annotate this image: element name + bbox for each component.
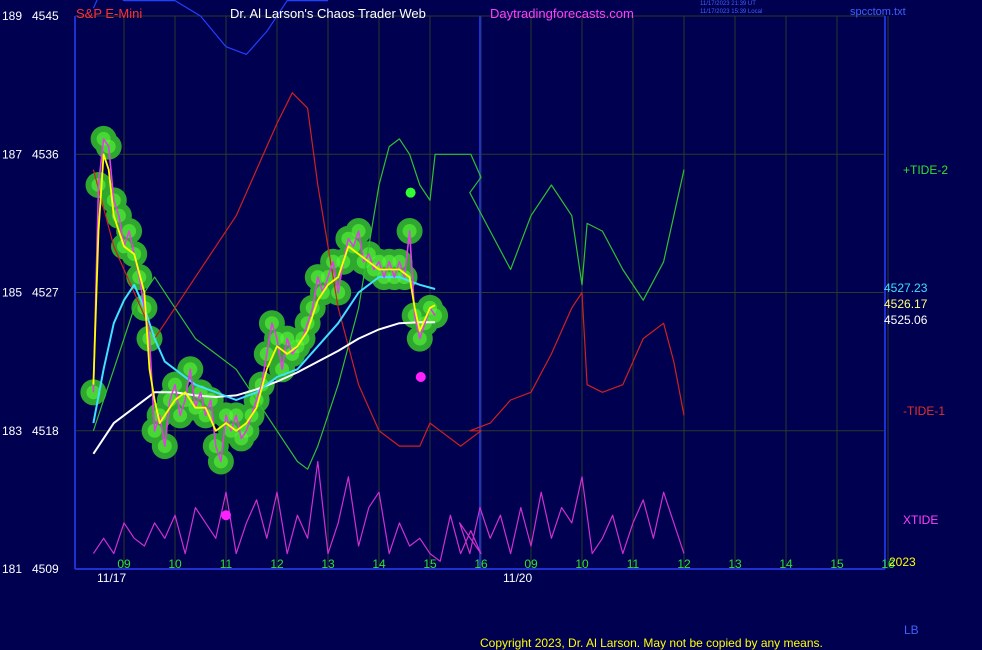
x-tick-day2: 16 <box>881 557 895 571</box>
x-tick-day1: 16 <box>474 557 488 571</box>
glow-core <box>428 308 443 323</box>
last-fast-value: 4526.17 <box>884 297 928 311</box>
date-label-day2: 11/20 <box>503 571 532 585</box>
glow-core <box>86 385 101 400</box>
grid <box>75 15 889 570</box>
copyright: Copyright 2023, Dr. Al Larson. May not b… <box>480 636 823 650</box>
y-tick-price: 4527 <box>32 286 59 300</box>
x-tick-day2: 09 <box>524 557 538 571</box>
price-glow <box>80 125 449 475</box>
date-label-day1: 11/17 <box>97 571 126 585</box>
x-tick-day1: 12 <box>270 557 284 571</box>
y-tick-count: 183 <box>2 424 22 438</box>
year-label: 2023 <box>889 555 916 569</box>
y-tick-count: 189 <box>2 9 22 23</box>
y-tick-count: 181 <box>2 562 22 576</box>
x-tick-day2: 15 <box>830 557 844 571</box>
magenta-dot <box>221 510 231 521</box>
series-lines <box>92 0 685 562</box>
y-tick-count: 187 <box>2 147 22 161</box>
y-tick-price: 4536 <box>32 147 59 161</box>
series-xtide <box>92 460 685 562</box>
x-tick-day2: 11 <box>627 557 640 571</box>
x-tick-day1: 14 <box>372 557 386 571</box>
axis-labels: 189 4545 187 4536 185 4527 183 4518 181 4509 09 10 1… <box>2 9 895 585</box>
last-mid-value: 4527.23 <box>884 281 928 295</box>
y-tick-price: 4545 <box>32 9 59 23</box>
series-fast-ma <box>92 153 436 432</box>
timestamp-utc: 11/17/2023 21:39 UT <box>700 1 756 7</box>
green-dot <box>405 187 416 198</box>
x-tick-day1: 11 <box>220 557 233 571</box>
file-name: spcctom.txt <box>850 6 906 18</box>
series-blue-top <box>92 0 328 56</box>
x-tick-day1: 15 <box>423 557 437 571</box>
series-mid-ma <box>92 276 436 424</box>
x-tick-day2: 14 <box>779 557 793 571</box>
x-tick-day2: 10 <box>575 557 589 571</box>
series-upper-band <box>92 138 685 470</box>
magenta-dot <box>415 371 426 382</box>
x-tick-day1: 10 <box>168 557 182 571</box>
xtide-label: XTIDE <box>903 513 939 527</box>
plot-border <box>74 16 886 570</box>
x-tick-day1: 13 <box>321 557 335 571</box>
x-tick-day2: 12 <box>677 557 691 571</box>
corner-label: LB <box>904 623 919 637</box>
series-lower-band <box>92 92 685 447</box>
x-tick-day2: 13 <box>728 557 742 571</box>
timestamp-local: 11/17/2023 15:39 Local <box>700 9 763 15</box>
markers <box>221 187 426 521</box>
y-tick-price: 4509 <box>32 562 59 576</box>
upper-band-label: +TIDE-2 <box>903 163 949 177</box>
x-tick-day1: 09 <box>117 557 131 571</box>
site-name: Daytradingforecasts.com <box>490 6 634 21</box>
chart-title: Dr. Al Larson's Chaos Trader Web <box>230 6 426 21</box>
chart-instrument: S&P E-Mini <box>76 6 143 21</box>
y-tick-price: 4518 <box>32 424 59 438</box>
series-price <box>92 138 436 463</box>
y-tick-count: 185 <box>2 286 22 300</box>
last-slow-value: 4525.06 <box>884 313 928 327</box>
lower-band-label: -TIDE-1 <box>903 404 945 418</box>
